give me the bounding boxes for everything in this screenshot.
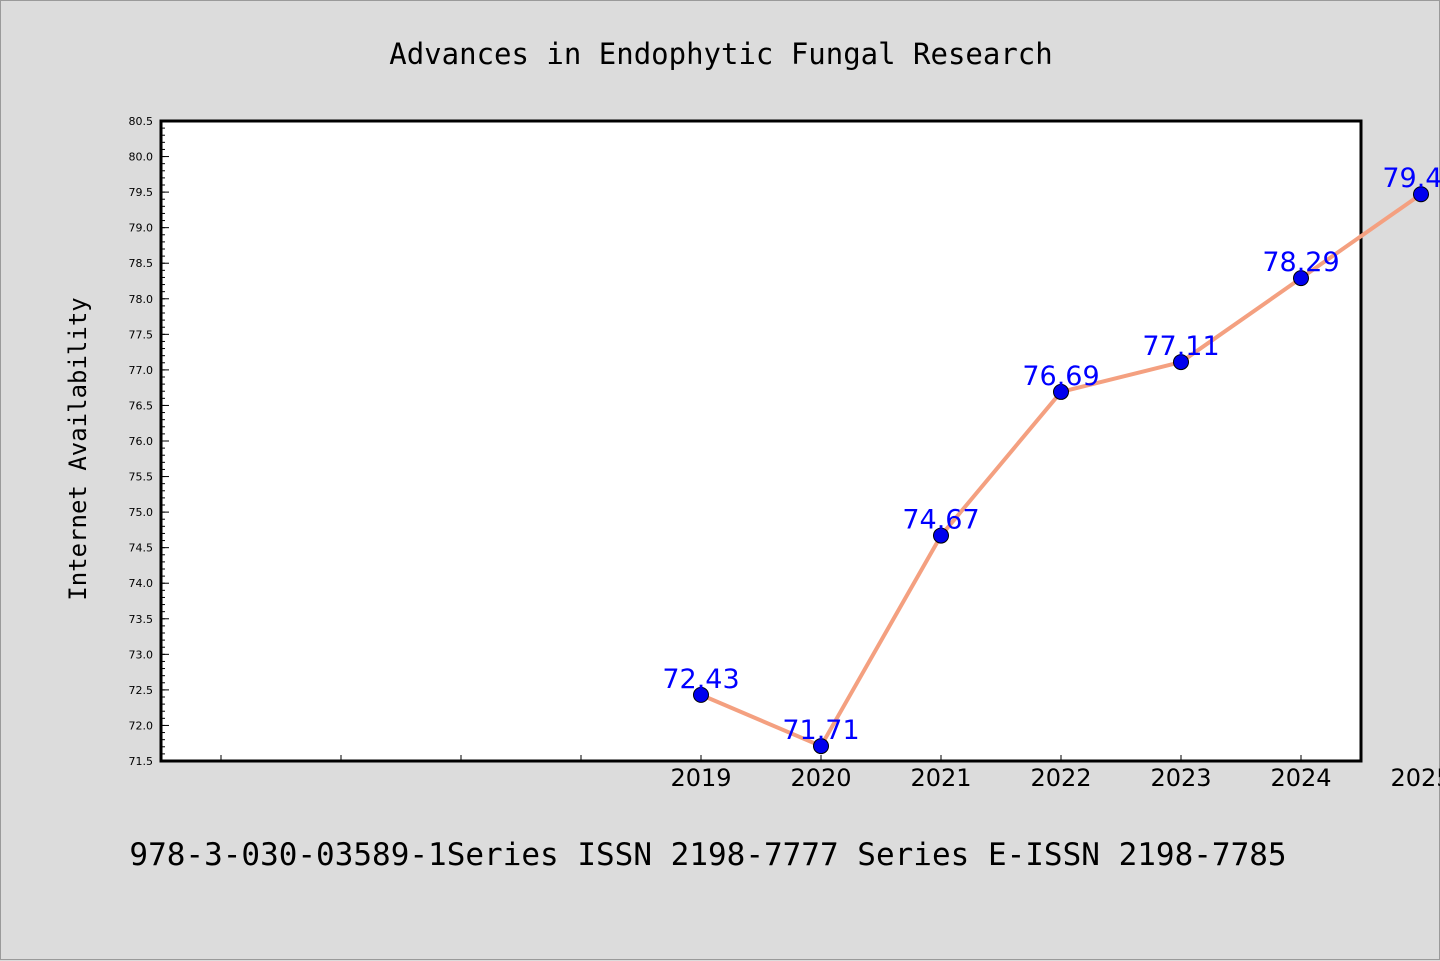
data-point [1413, 186, 1429, 203]
chart-title: Advances in Endophytic Fungal Research [389, 37, 1052, 71]
y-tick-label: 77.0 [129, 364, 154, 377]
x-tick-label: 2024 [1270, 764, 1331, 792]
x-tick-label: 2021 [910, 764, 971, 792]
y-tick-label: 75.5 [129, 471, 154, 484]
data-label: 79.47 [1382, 163, 1440, 194]
x-tick-label: 2020 [790, 764, 851, 792]
y-tick-label: 76.5 [129, 399, 154, 412]
data-label: 71.71 [782, 715, 859, 746]
data-point [1173, 354, 1189, 371]
y-tick-label: 75.0 [129, 506, 154, 519]
data-label: 74.67 [902, 505, 979, 536]
y-tick-label: 78.5 [129, 257, 154, 270]
data-point [1293, 270, 1309, 287]
data-point [813, 738, 829, 755]
y-tick-label: 80.5 [129, 115, 154, 128]
y-tick-label: 74.5 [129, 542, 154, 555]
data-point [933, 527, 949, 544]
y-tick-label: 74.0 [129, 577, 154, 590]
plot-area [159, 119, 1363, 763]
y-axis: 71.5 72.0 72.5 73.0 73.5 74.0 74.5 75.0 75.5 76.0… [129, 115, 169, 768]
y-tick-label: 73.5 [129, 613, 154, 626]
data-point [693, 686, 709, 703]
data-labels: 72.43 71.71 74.67 76.69 77.11 78.29 79.47 [662, 163, 1440, 746]
x-axis: 2019 2020 2021 2022 2023 2024 2025 [220, 755, 1440, 792]
y-tick-label: 79.5 [129, 186, 154, 199]
y-tick-label: 77.5 [129, 328, 154, 341]
y-tick-label: 72.0 [129, 719, 154, 732]
y-tick-label: 71.5 [129, 755, 154, 768]
y-tick-label: 79.0 [129, 222, 154, 235]
y-axis-label: Internet Availability [64, 297, 92, 600]
y-tick-label: 78.0 [129, 293, 154, 306]
data-point [1053, 383, 1069, 400]
y-tick-label: 80.0 [129, 151, 154, 164]
x-tick-label: 2023 [1150, 764, 1211, 792]
data-label: 77.11 [1142, 331, 1219, 362]
y-tick-label: 73.0 [129, 648, 154, 661]
footer-caption: 978-3-030-03589-1Series ISSN 2198-7777 S… [129, 837, 1286, 873]
x-tick-label: 2019 [670, 764, 731, 792]
y-tick-label: 76.0 [129, 435, 154, 448]
x-tick-label: 2022 [1030, 764, 1091, 792]
data-label: 76.69 [1022, 361, 1099, 392]
series-line [693, 186, 1429, 755]
y-tick-label: 72.5 [129, 684, 154, 697]
data-label: 72.43 [662, 664, 739, 695]
data-label: 78.29 [1262, 247, 1339, 278]
x-tick-label: 2025 [1390, 764, 1440, 792]
